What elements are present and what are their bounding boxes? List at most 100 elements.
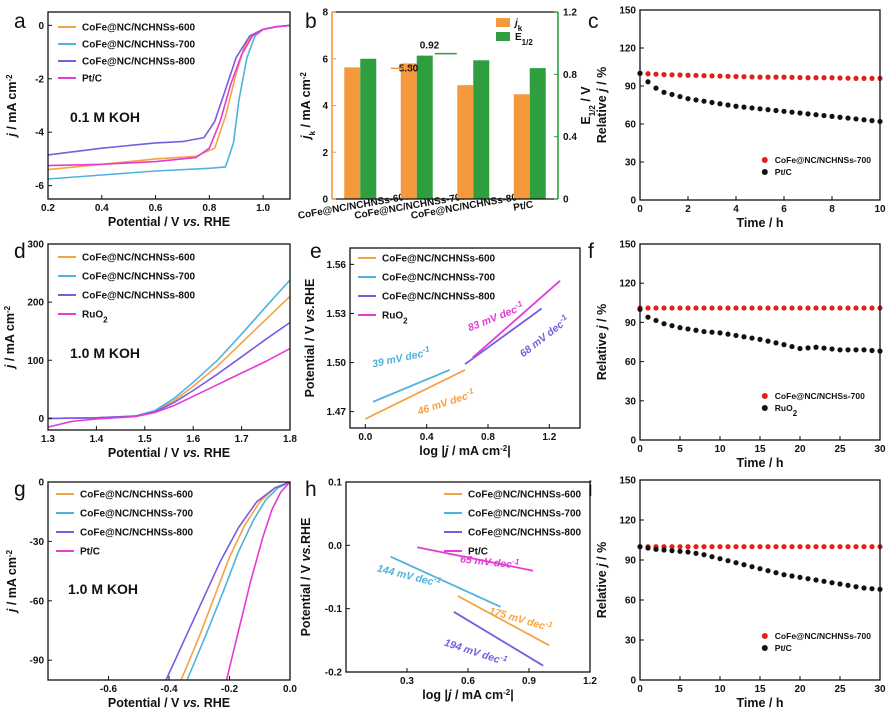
panel-h-xlabel-part: -2 [503, 688, 511, 697]
panel-e-xtick-label: 0.8 [481, 432, 495, 443]
panel-f-legend-label: RuO2 [775, 403, 798, 418]
panel-f-ylabel-part: Relative [595, 329, 609, 380]
panel-a-ylabel-part: -2 [5, 74, 14, 82]
panel-g-legend-label-part: CoFe@NC/NCHNSs-800 [80, 528, 194, 539]
panel-e-legend-label-part: 2 [403, 316, 408, 325]
panel-b-ytick-label: 0 [322, 195, 328, 206]
panel-f-point [821, 305, 827, 311]
panel-g-xlabel: Potential / V vs. RHE [108, 696, 230, 708]
panel-i-legend-marker [761, 633, 768, 639]
panel-a-legend-label-part: CoFe@NC/NCHNSs-800 [82, 57, 196, 68]
panel-i-legend-marker [761, 645, 768, 651]
panel-h-xlabel-part: | [510, 688, 514, 702]
panel-c-point [773, 74, 779, 80]
panel-c-point [693, 72, 699, 79]
panel-e-legend-label: CoFe@NC/NCHNSs-700 [382, 273, 496, 284]
panel-h-ylabel-part: RHE [299, 518, 313, 544]
panel-a-xlabel-part: vs. [183, 215, 200, 229]
panel-i-point [861, 585, 867, 591]
panel-b-ylabel-part: j [299, 135, 313, 141]
panel-g-ytick-label: 0 [38, 478, 44, 489]
panel-f-point [733, 305, 739, 311]
panel-e-ytick-label: 1.53 [327, 309, 347, 320]
panel-f-point [805, 345, 811, 351]
panel-f-point [645, 314, 651, 320]
panel-c-point [789, 109, 795, 115]
panel-b-ylabel-part: -2 [299, 72, 308, 80]
panel-b-bar-jk [457, 85, 474, 199]
panel-f-legend-label-part: 2 [793, 409, 798, 418]
panel-c-point [797, 74, 803, 81]
panel-d: d 1.3 1.4 1.5 1.6 1.7 1.8 0 100 200 300 Potential /… [3, 240, 298, 461]
panel-c-ylabel-part: j [595, 88, 609, 94]
panel-e-series-line [472, 280, 561, 359]
panel-f-legend-marker [761, 393, 768, 399]
panel-b-y2label-part: E [579, 116, 593, 124]
panel-e-legend-label-part: CoFe@NC/NCHNSs-600 [382, 254, 496, 265]
panel-b-legend-label: jk [513, 18, 523, 33]
panel-c-point [821, 75, 827, 81]
panel-e-ylabel: Potential / V vs.RHE [303, 279, 317, 398]
panel-i-point [741, 544, 747, 550]
panel-c: c 0 2 4 6 8 10 0 30 60 90 120 150 Time / h Relative j … [588, 6, 886, 231]
panel-i-point [717, 556, 723, 562]
panel-f-point [797, 345, 803, 352]
panel-h-legend-label-part: CoFe@NC/NCHNSs-600 [468, 490, 582, 501]
panel-i-point [741, 562, 747, 568]
panel-b-legend-label-part: 1/2 [522, 38, 534, 47]
panel-b-y2label-part: / V [579, 86, 593, 105]
panel-f-point [741, 334, 747, 340]
panel-f-point [861, 347, 867, 353]
panel-c-point [813, 112, 819, 118]
panel-i-point [845, 544, 851, 550]
panel-g-legend-label-part: CoFe@NC/NCHNSs-600 [80, 490, 194, 501]
panel-f-point [869, 347, 875, 354]
panel-f-point [789, 305, 795, 311]
panel-i-xtick-label: 20 [794, 684, 806, 695]
panel-a-xlabel: Potential / V vs. RHE [108, 215, 230, 229]
panel-c-point [653, 71, 659, 77]
panel-g-legend-label: Pt/C [80, 547, 100, 558]
panel-c-point [733, 73, 739, 80]
panel-e-xlabel: log |j / mA cm-2| [419, 444, 510, 459]
panel-i-point [709, 554, 715, 560]
panel-i-point [725, 544, 731, 550]
panel-c-point [661, 72, 667, 78]
panel-c-point [693, 97, 699, 103]
panel-d-xlabel-part: Potential / V [108, 446, 183, 460]
panel-i-ytick-label: 60 [625, 596, 637, 607]
panel-g-ytick-label: -60 [30, 596, 45, 607]
panel-f-legend-label-part: CoFe@NC/NCHSs-700 [775, 391, 865, 401]
panel-g-ylabel-part: j [5, 608, 19, 614]
panel-b-bar-e12 [416, 55, 433, 200]
panel-letter-h: h [305, 478, 317, 501]
panel-h-slope-annotation-part: 65 mV dec [460, 553, 513, 570]
panel-e-xlabel-part: j [443, 444, 449, 458]
panel-c-point [717, 101, 723, 107]
panel-i-point [773, 544, 779, 550]
panel-f-point [869, 305, 875, 311]
panel-c-point [797, 110, 803, 116]
panel-f-point [701, 305, 707, 311]
panel-a-ylabel-part: j [5, 133, 19, 139]
panel-a-ytick-label: -2 [35, 74, 44, 85]
panel-c-point [701, 98, 707, 104]
panel-i-point [789, 544, 795, 550]
panel-c-ytick-label: 60 [625, 120, 637, 131]
panel-d-ytick-label: 200 [27, 298, 44, 309]
panel-f-legend-marker [761, 405, 768, 411]
panel-d-xtick-label: 1.3 [41, 434, 55, 445]
panel-f-point [685, 305, 691, 311]
panel-f-point [813, 344, 819, 350]
panel-i-point [837, 544, 843, 550]
panel-h-xtick-label: 0.6 [461, 676, 475, 687]
panel-b-ylabel-part: k [308, 130, 317, 135]
panel-h-xlabel-part: log | [422, 688, 448, 702]
panel-c-point [733, 103, 739, 109]
panel-f-legend-label-part: RuO [775, 403, 793, 413]
panel-c-point [749, 74, 755, 80]
panel-d-ytick-label: 0 [38, 414, 44, 425]
panel-a-ylabel-part: / mA cm [5, 82, 19, 134]
panel-c-point [741, 74, 747, 80]
